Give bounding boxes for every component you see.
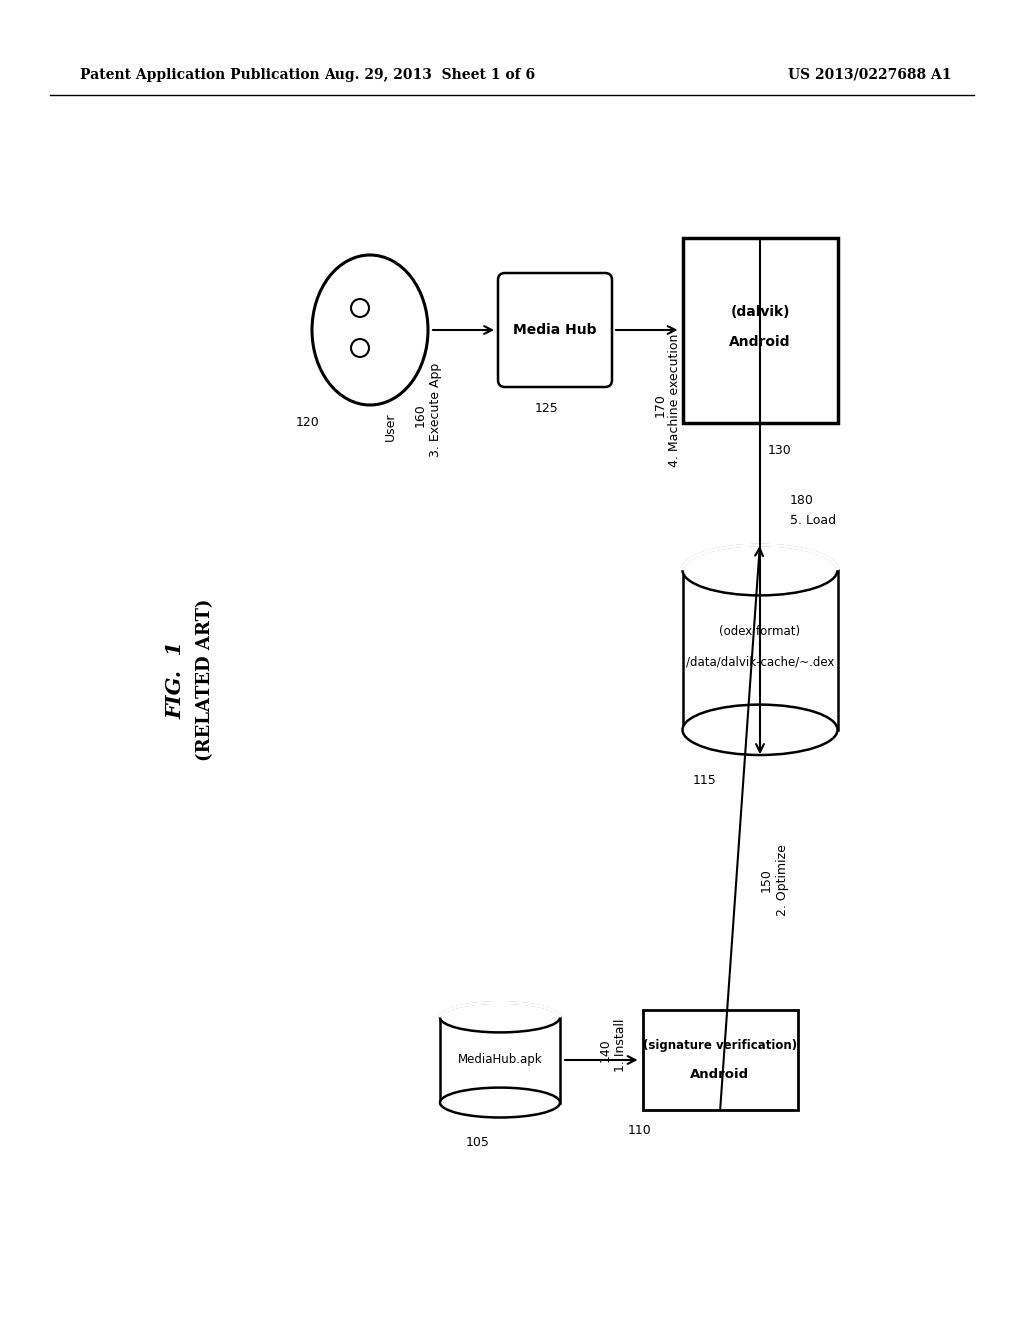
Text: /data/dalvik-cache/~.dex: /data/dalvik-cache/~.dex (686, 656, 835, 668)
Text: 120: 120 (296, 417, 319, 429)
Bar (440, 1018, 560, 1102)
Ellipse shape (351, 339, 369, 356)
Text: 140: 140 (598, 1038, 611, 1061)
Text: 5. Load: 5. Load (790, 513, 837, 527)
Text: 3. Execute App: 3. Execute App (429, 363, 442, 457)
Text: 150: 150 (760, 869, 773, 892)
Ellipse shape (351, 300, 369, 317)
Text: 170: 170 (653, 393, 667, 417)
Text: 4. Machine execution: 4. Machine execution (669, 334, 682, 467)
Text: User: User (384, 413, 396, 441)
Text: (odex format): (odex format) (720, 626, 801, 639)
Text: Android: Android (729, 335, 791, 348)
Text: 130: 130 (768, 444, 792, 457)
Text: 180: 180 (790, 494, 814, 507)
Bar (642, 1010, 798, 1110)
Text: 160: 160 (414, 403, 427, 426)
Bar (683, 570, 838, 730)
Text: Aug. 29, 2013  Sheet 1 of 6: Aug. 29, 2013 Sheet 1 of 6 (325, 69, 536, 82)
Text: 125: 125 (536, 401, 559, 414)
Text: Media Hub: Media Hub (513, 323, 597, 337)
Text: 2. Optimize: 2. Optimize (776, 843, 790, 916)
Text: 1. Install: 1. Install (613, 1018, 627, 1072)
Ellipse shape (683, 545, 838, 595)
FancyBboxPatch shape (498, 273, 612, 387)
Ellipse shape (440, 1088, 560, 1118)
Text: (RELATED ART): (RELATED ART) (196, 599, 214, 762)
Text: (dalvik): (dalvik) (730, 305, 790, 319)
Text: FIG.  1: FIG. 1 (165, 642, 185, 719)
Bar (683, 238, 838, 422)
Text: Patent Application Publication: Patent Application Publication (80, 69, 319, 82)
Text: 110: 110 (628, 1123, 652, 1137)
Ellipse shape (683, 705, 838, 755)
Text: US 2013/0227688 A1: US 2013/0227688 A1 (788, 69, 951, 82)
Text: 105: 105 (466, 1137, 489, 1148)
Ellipse shape (312, 255, 428, 405)
Text: 115: 115 (693, 774, 717, 787)
Text: (signature verification): (signature verification) (643, 1040, 797, 1052)
Text: Android: Android (690, 1068, 750, 1081)
Text: MediaHub.apk: MediaHub.apk (458, 1053, 543, 1067)
Ellipse shape (440, 1002, 560, 1032)
